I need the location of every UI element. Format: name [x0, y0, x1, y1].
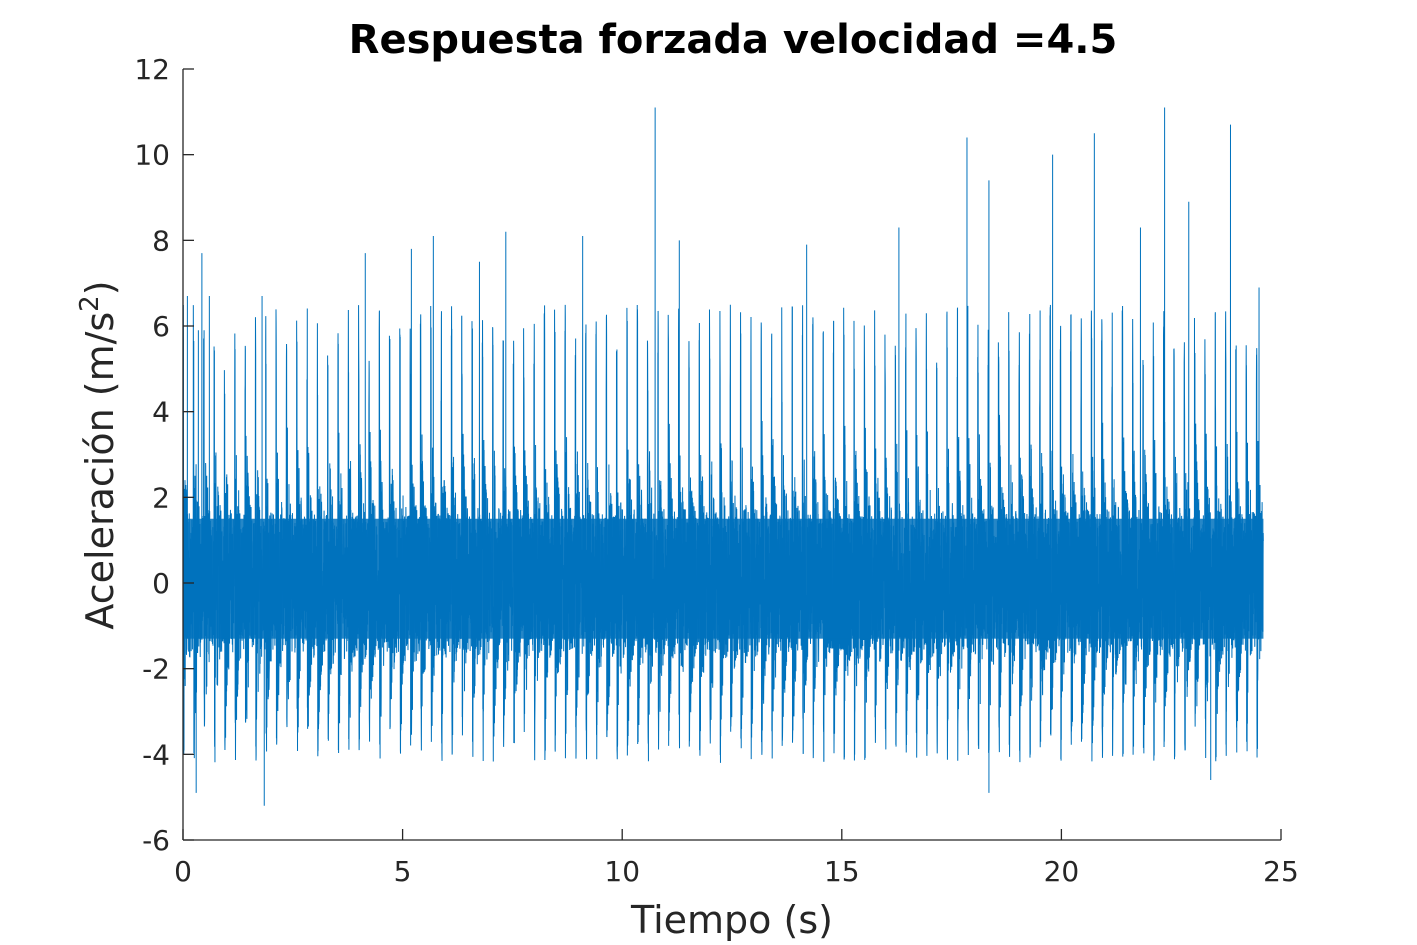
signal-line-segment	[443, 261, 489, 761]
y-tick-label: 4	[152, 396, 170, 429]
y-axis: -6 -4 -2 0 2 4 6 8 10 12	[134, 53, 194, 857]
signal-line-segment	[1056, 133, 1101, 762]
signal-line-segment	[969, 180, 1014, 793]
y-tick-label: 12	[134, 53, 170, 86]
x-axis: 0 5 10 15 20 25	[174, 829, 1299, 888]
x-tick-label: 20	[1044, 855, 1080, 888]
y-axis-label-superscript: 2	[75, 295, 105, 312]
y-tick-label: 0	[152, 567, 170, 600]
signal-line-segment	[400, 236, 445, 761]
plot-area	[182, 107, 1264, 806]
x-tick-label: 0	[174, 855, 192, 888]
x-tick-label: 10	[604, 855, 640, 888]
signal-line-segment	[662, 240, 708, 756]
y-tick-label: 10	[134, 139, 170, 172]
signal-line-segment	[881, 227, 927, 758]
signal-line-segment	[487, 231, 533, 762]
chart-title: Respuesta forzada velocidad =4.5	[349, 17, 1118, 63]
signal-line-segment	[1012, 154, 1058, 763]
x-tick-label: 15	[824, 855, 860, 888]
signal-line-segment	[793, 244, 839, 762]
signal-line-segment	[1187, 124, 1232, 781]
y-tick-label: -2	[142, 653, 170, 686]
y-tick-label: 2	[152, 481, 170, 514]
x-axis-label: Tiempo (s)	[630, 898, 833, 942]
signal-dense-band	[183, 518, 1264, 639]
y-tick-label: 6	[152, 310, 170, 343]
x-tick-label: 25	[1263, 855, 1299, 888]
y-axis-label: Aceleración (m/s2)	[75, 280, 122, 629]
signal-line-segment	[618, 107, 664, 762]
signal-line-segment	[1099, 227, 1145, 758]
signal-line-segment	[1143, 107, 1189, 761]
x-tick-label: 5	[394, 855, 412, 888]
signal-series	[182, 107, 1264, 806]
signal-line-segment	[356, 253, 402, 759]
y-tick-label: -4	[142, 738, 170, 771]
y-tick-label: -6	[142, 824, 170, 857]
y-axis-label-close: )	[78, 280, 122, 295]
signal-line-segment	[575, 236, 620, 760]
signal-line-segment	[925, 137, 970, 761]
y-tick-label: 8	[152, 224, 170, 257]
y-axis-label-main: Aceleración (m/s	[78, 312, 122, 630]
